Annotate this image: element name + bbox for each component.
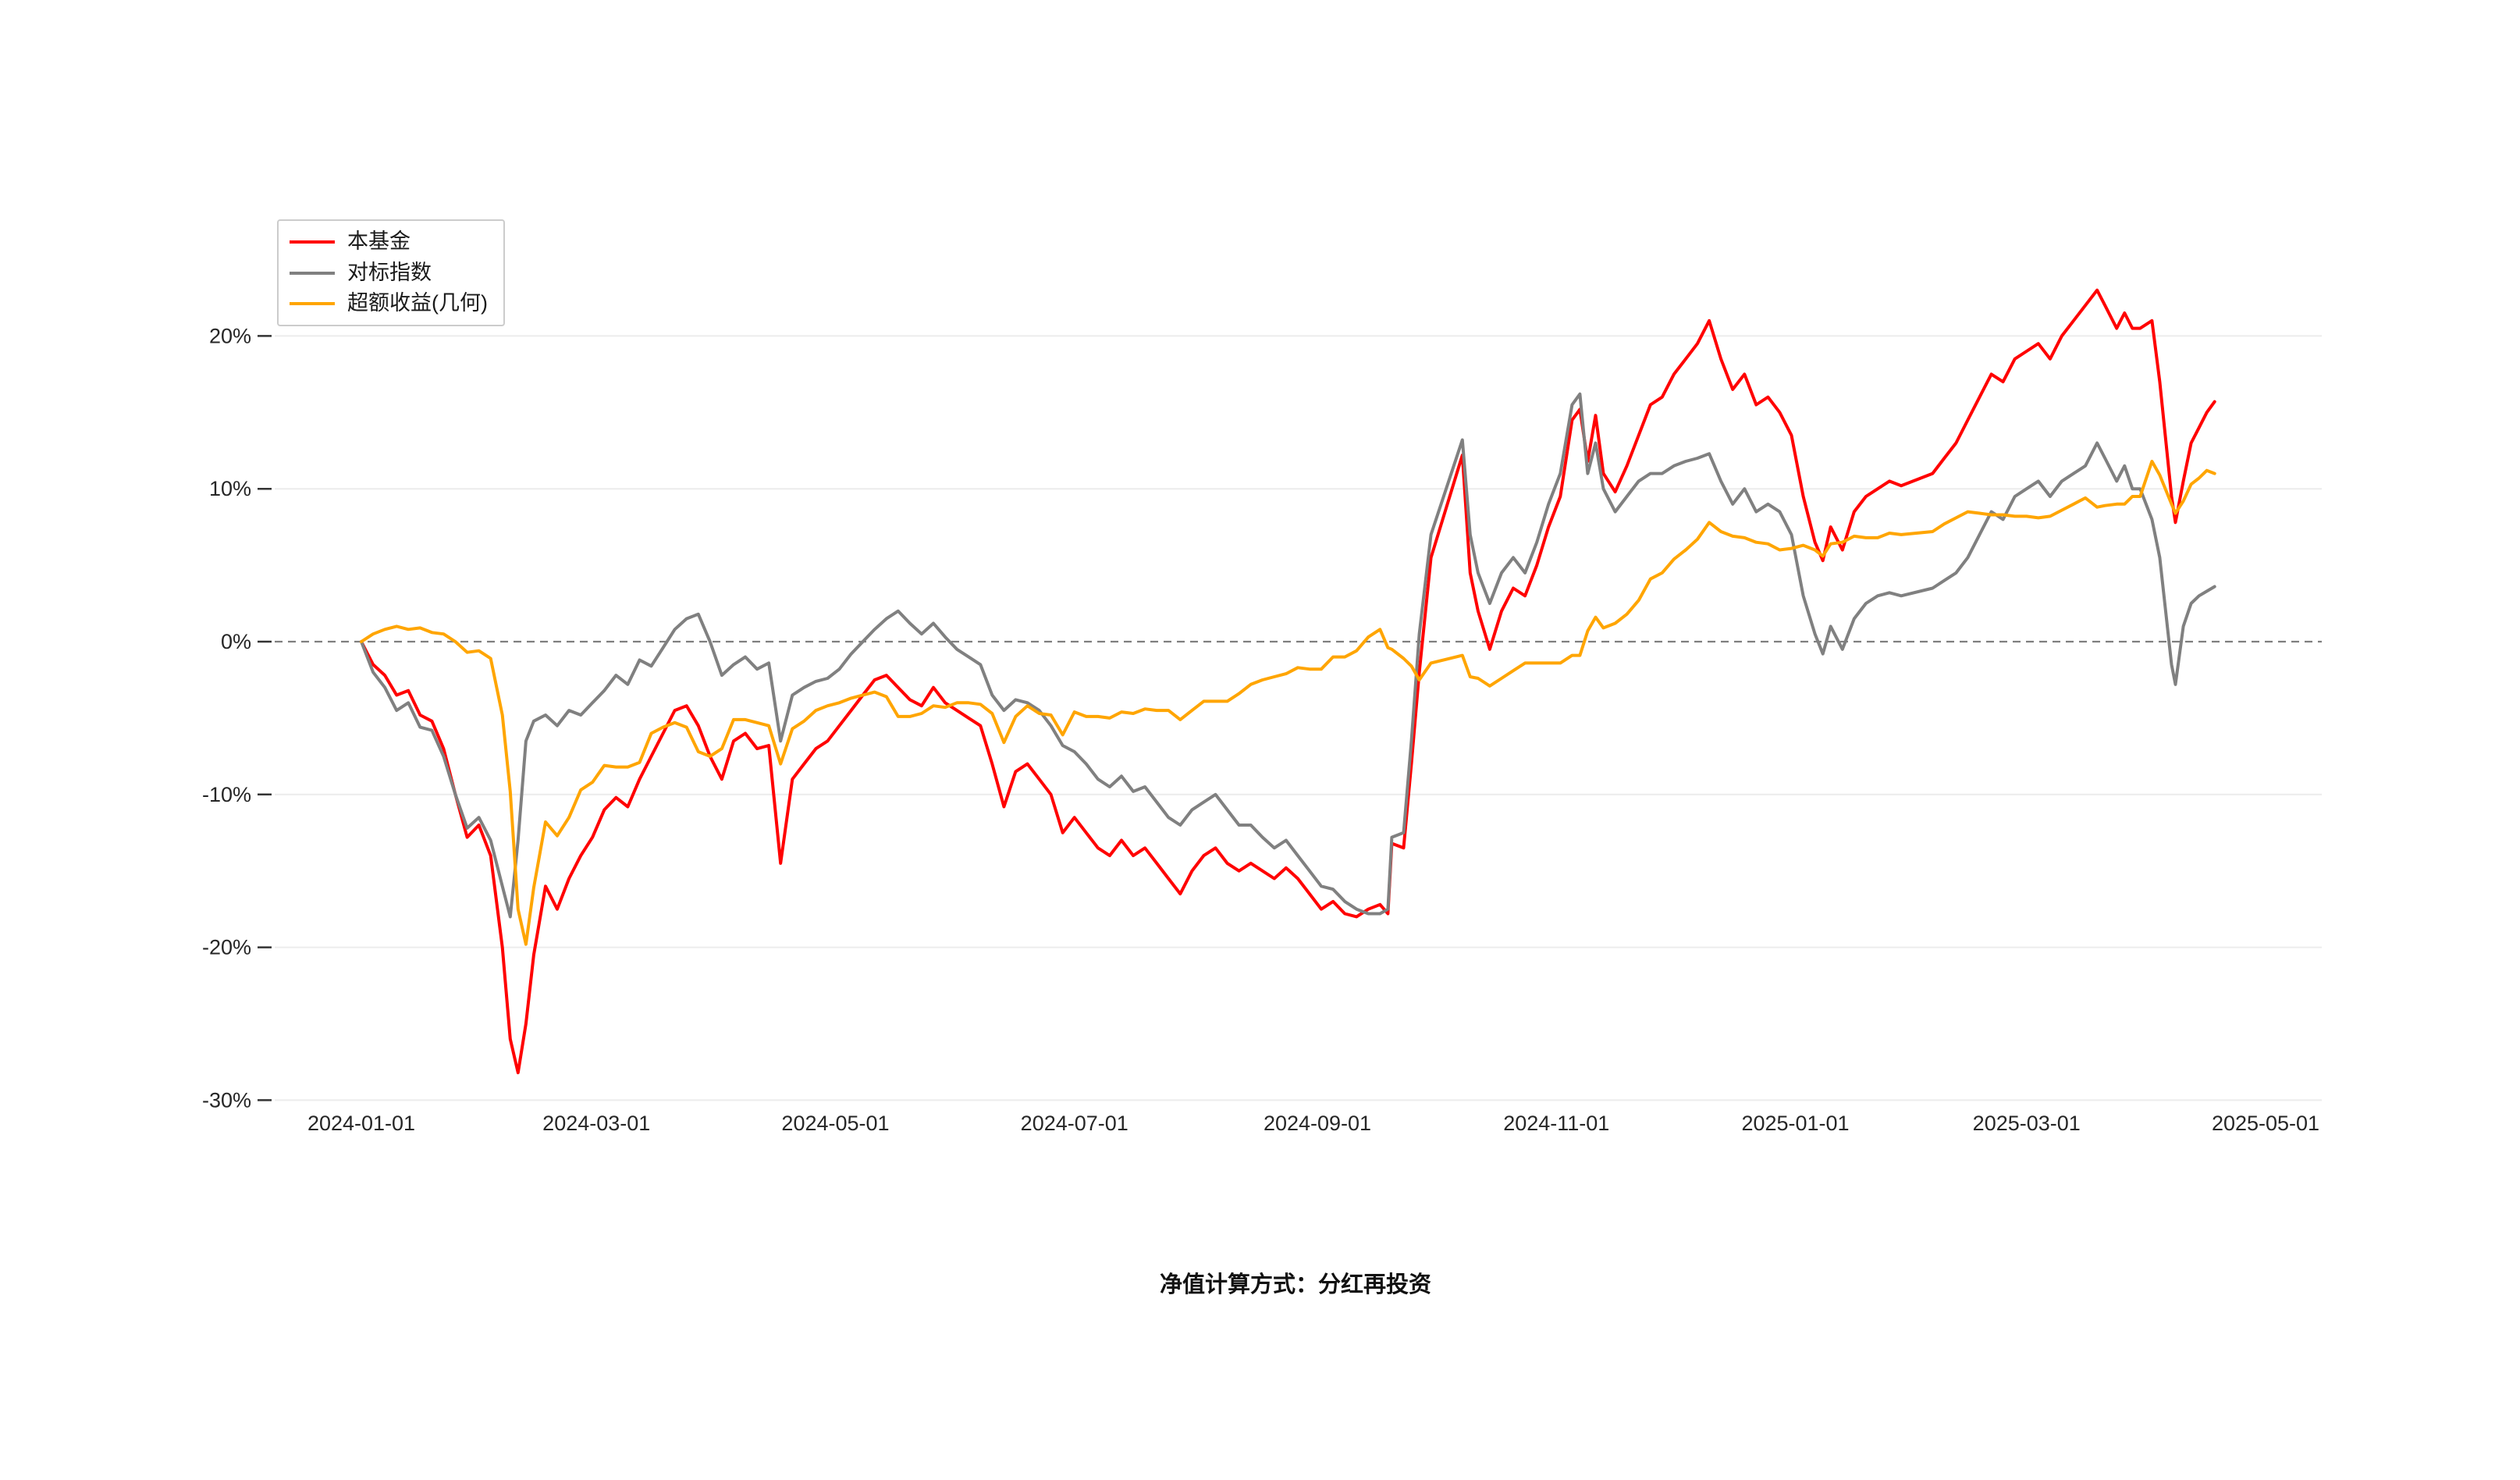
y-tick-label: -20%	[202, 936, 251, 959]
legend-entry-benchmark: 对标指数	[290, 261, 488, 285]
legend-entry-excess-return: 超额收益(几何)	[290, 292, 488, 315]
x-tick-label: 2025-01-01	[1741, 1112, 1849, 1135]
y-tick-label: 0%	[221, 630, 251, 653]
excess-return-line	[360, 460, 2216, 946]
excess-return-line-swatch	[290, 302, 335, 306]
y-tick-label: 20%	[209, 324, 251, 347]
x-tick-label: 2024-09-01	[1264, 1112, 1371, 1135]
benchmark-line-label: 对标指数	[347, 260, 432, 284]
x-tick-label: 2025-03-01	[1973, 1112, 2081, 1135]
legend-entry-fund: 本基金	[290, 229, 488, 254]
x-tick-label: 2024-01-01	[307, 1112, 415, 1135]
fund-line-swatch	[290, 240, 335, 244]
x-tick-label: 2024-03-01	[542, 1112, 650, 1135]
benchmark-line	[360, 392, 2216, 919]
x-tick-label: 2024-05-01	[781, 1112, 889, 1135]
excess-return-line-label: 超额收益(几何)	[347, 291, 488, 315]
x-tick-label: 2025-05-01	[2212, 1112, 2319, 1135]
x-tick-label: 2024-11-01	[1503, 1112, 1609, 1135]
benchmark-line-swatch	[290, 271, 335, 275]
fund-line-label: 本基金	[347, 229, 411, 253]
x-tick-label: 2024-07-01	[1021, 1112, 1128, 1135]
y-tick-label: 10%	[209, 477, 251, 500]
nav-method-caption: 净值计算方式：分红再投资	[1159, 1272, 1432, 1297]
y-tick-label: -10%	[202, 783, 251, 806]
fund-line	[360, 288, 2216, 1075]
chart-legend: 本基金 对标指数 超额收益(几何)	[277, 219, 505, 327]
y-tick-label: -30%	[202, 1088, 251, 1112]
